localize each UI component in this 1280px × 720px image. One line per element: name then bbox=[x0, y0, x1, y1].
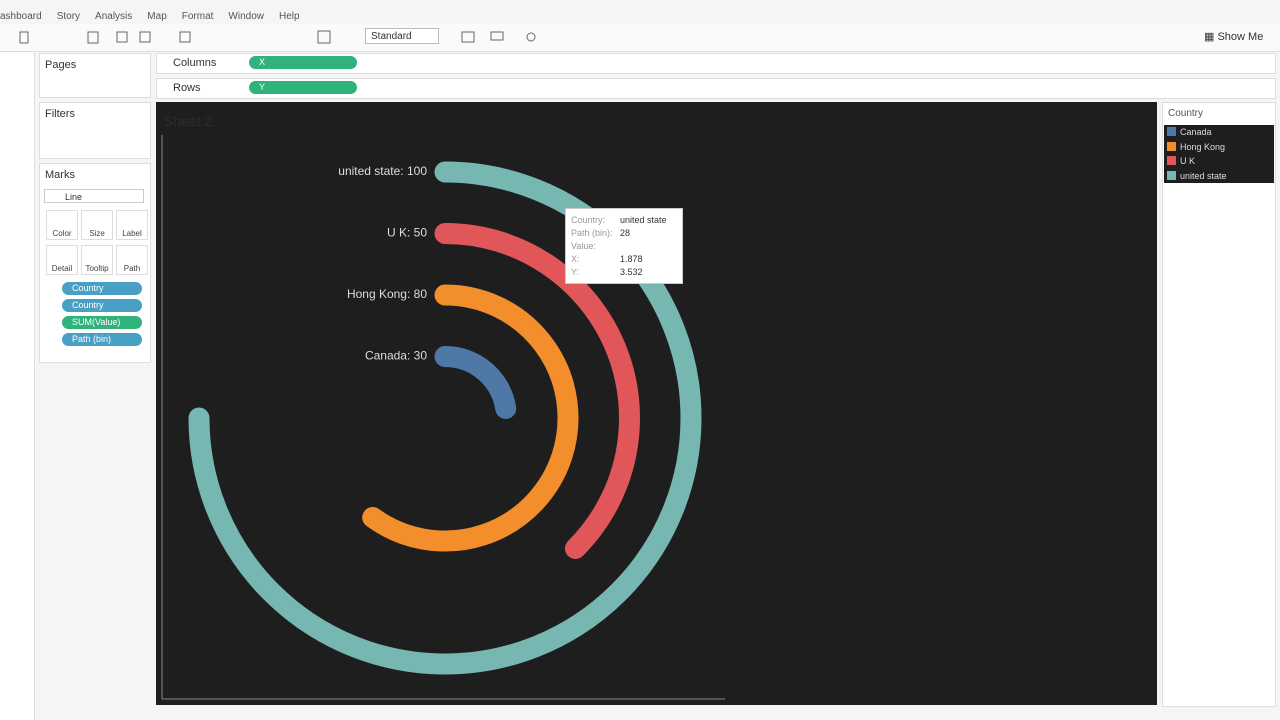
toolbar: Standard ▦ Show Me bbox=[0, 24, 1280, 52]
filters-label: Filters bbox=[45, 108, 75, 120]
tooltip-value: 3.532 bbox=[620, 267, 643, 277]
menu-item[interactable]: Format bbox=[181, 11, 214, 22]
columns-shelf: Columns X bbox=[156, 53, 1276, 74]
pages-label: Pages bbox=[45, 59, 77, 71]
pages-shelf: Pages bbox=[39, 53, 151, 98]
tooltip-label: X: bbox=[571, 254, 580, 264]
columns-pill[interactable]: X bbox=[249, 56, 357, 69]
mark-button[interactable]: Path bbox=[116, 245, 148, 275]
rows-label: Rows bbox=[173, 82, 201, 94]
mark-button[interactable]: Detail bbox=[46, 245, 78, 275]
rows-shelf: Rows Y bbox=[156, 78, 1276, 99]
legend: Country Canada Hong Kong U K united state bbox=[1162, 102, 1276, 707]
data-pane bbox=[0, 52, 35, 720]
bar-label: united state: 100 bbox=[338, 164, 427, 178]
sheet-title: Sheet 2 bbox=[164, 113, 213, 129]
radial-bar bbox=[362, 284, 579, 552]
mark-button[interactable]: Label bbox=[116, 210, 148, 240]
legend-entry[interactable]: Hong Kong bbox=[1164, 139, 1274, 154]
mark-pill[interactable]: Country bbox=[62, 299, 142, 312]
legend-label: Hong Kong bbox=[1180, 141, 1226, 152]
radial-bar bbox=[434, 346, 517, 419]
tooltip-value: 28 bbox=[620, 228, 631, 238]
toolbar-icons bbox=[19, 30, 536, 44]
tooltip-value: 1.878 bbox=[620, 254, 643, 264]
mark-button[interactable]: Color bbox=[46, 210, 78, 240]
legend-swatch bbox=[1167, 141, 1176, 151]
legend-entry[interactable]: U K bbox=[1164, 154, 1274, 169]
marks-title: Marks bbox=[45, 169, 75, 181]
mark-button[interactable]: Tooltip bbox=[81, 245, 113, 275]
tooltip-label: Value: bbox=[571, 241, 596, 251]
fit-dropdown[interactable]: Standard bbox=[365, 28, 439, 44]
tooltip-label: Y: bbox=[571, 267, 580, 277]
viz-area: Sheet 2 bbox=[156, 102, 1157, 705]
marks-card: Marks Line Color Size Label Detail Tooltip Pa… bbox=[39, 163, 151, 363]
menu-item[interactable]: Map bbox=[147, 11, 167, 22]
bar-label: Hong Kong: 80 bbox=[347, 287, 427, 301]
tooltip-value: united state bbox=[620, 215, 667, 225]
menu-item[interactable]: Help bbox=[279, 11, 300, 22]
bar-label: Canada: 30 bbox=[365, 349, 427, 363]
mark-type-dropdown[interactable]: Line bbox=[44, 189, 144, 203]
legend-label: Canada bbox=[1180, 127, 1212, 137]
columns-label: Columns bbox=[173, 57, 217, 69]
rows-pill[interactable]: Y bbox=[249, 81, 357, 94]
mark-pill[interactable]: SUM(Value) bbox=[62, 316, 142, 329]
legend-label: U K bbox=[1180, 156, 1196, 166]
radial-bar bbox=[434, 223, 640, 559]
tooltip-label: Path (bin): bbox=[571, 228, 613, 238]
legend-label: united state bbox=[1180, 170, 1227, 181]
menu-item[interactable]: Window bbox=[228, 11, 264, 22]
mark-pill[interactable]: Country bbox=[62, 282, 142, 295]
tooltip-label: Country: bbox=[571, 215, 606, 225]
legend-swatch bbox=[1167, 127, 1176, 136]
show-me-button[interactable]: ▦ Show Me bbox=[1204, 31, 1264, 43]
menu-item[interactable]: Story bbox=[56, 11, 81, 22]
show-me-label: Show Me bbox=[1217, 31, 1264, 43]
filters-shelf: Filters bbox=[39, 102, 151, 159]
tooltip: Country: united state Path (bin): 28 Value: X… bbox=[565, 208, 683, 284]
bar-label: U K: 50 bbox=[387, 226, 427, 240]
legend-title: Country bbox=[1168, 108, 1204, 119]
menu-item[interactable]: Analysis bbox=[95, 11, 133, 22]
mark-button[interactable]: Size bbox=[81, 210, 113, 240]
legend-swatch bbox=[1167, 156, 1176, 165]
mark-pill[interactable]: Path (bin) bbox=[62, 333, 142, 346]
menu-bar: ashboard Story Analysis Map Format Window Help bbox=[0, 10, 315, 22]
menu-item[interactable]: ashboard bbox=[0, 11, 42, 22]
legend-entry[interactable]: Canada bbox=[1164, 125, 1274, 140]
legend-entry[interactable]: united state bbox=[1164, 168, 1274, 183]
legend-swatch bbox=[1167, 170, 1176, 180]
